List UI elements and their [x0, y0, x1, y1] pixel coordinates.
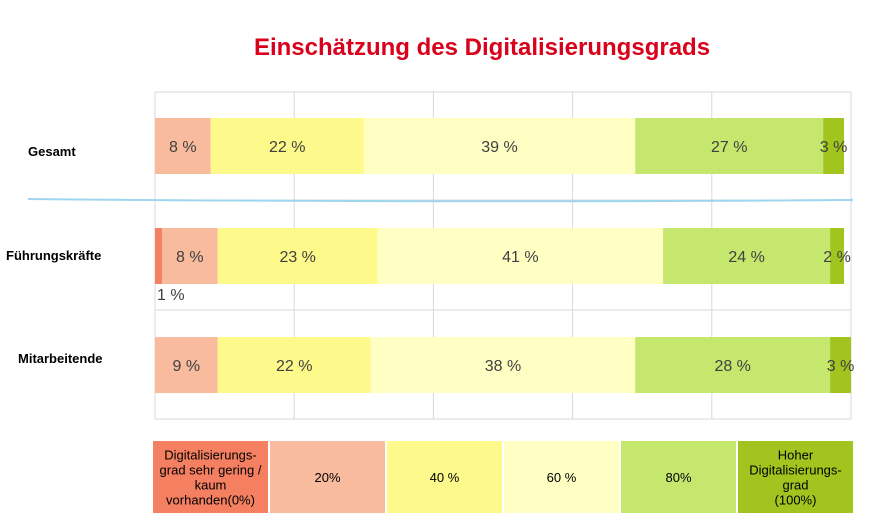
bar-segment	[635, 118, 824, 174]
legend-swatch	[621, 441, 736, 513]
data-label: 1 %	[157, 287, 185, 304]
bar-segment	[830, 228, 845, 284]
legend-label: 20%	[314, 470, 340, 485]
bar-segment	[823, 118, 845, 174]
bar-segment	[830, 337, 851, 393]
legend-swatch	[387, 441, 502, 513]
bar-segment	[155, 228, 162, 284]
category-labels: Gesamt Führungskräfte Mitarbeitende	[6, 144, 103, 366]
data-label: 3 %	[820, 139, 848, 156]
data-label: 22 %	[269, 139, 305, 156]
legend-label: 40 %	[430, 470, 460, 485]
data-label: 27 %	[711, 139, 747, 156]
category-label: Führungskräfte	[6, 248, 101, 263]
data-labels: 8 % 22 % 39 % 27 % 3 % 1 % 8 % 23 % 41 % 24 % 2 % 9…	[157, 139, 854, 375]
data-label: 22 %	[276, 358, 312, 375]
data-label: 3 %	[827, 358, 855, 375]
legend-label: 80%	[665, 470, 691, 485]
bar-segment	[370, 337, 636, 393]
legend: Digitalisierungs-grad sehr gering / kaum v…	[153, 441, 853, 513]
separator-line	[27, 198, 854, 203]
bar-segment	[217, 337, 371, 393]
bar-segment	[210, 118, 364, 174]
bar-segment	[155, 118, 211, 174]
category-label: Gesamt	[28, 144, 76, 159]
legend-label: Hoher Digitalisierungs-grad (100%)	[749, 448, 841, 508]
legend-label: 60 %	[547, 470, 577, 485]
chart-title: Einschätzung des Digitalisierungsgrads	[254, 34, 710, 61]
data-label: 41 %	[502, 249, 538, 266]
bar-segment	[161, 228, 218, 284]
data-label: 23 %	[279, 249, 315, 266]
bar-segment	[377, 228, 664, 284]
data-label: 38 %	[485, 358, 521, 375]
bar-segment	[663, 228, 831, 284]
bar-segment	[217, 228, 378, 284]
bar-segment	[155, 337, 218, 393]
data-label: 8 %	[176, 249, 204, 266]
bars	[155, 118, 851, 393]
legend-swatch	[270, 441, 385, 513]
data-label: 24 %	[728, 249, 764, 266]
category-label: Mitarbeitende	[18, 351, 103, 366]
legend-swatch	[504, 441, 619, 513]
data-label: 9 %	[173, 358, 201, 375]
data-label: 8 %	[169, 139, 197, 156]
legend-swatch	[153, 441, 268, 513]
data-label: 2 %	[823, 249, 851, 266]
data-label: 39 %	[481, 139, 517, 156]
legend-label: Digitalisierungs-grad sehr gering / kaum v…	[160, 448, 262, 508]
data-label: 28 %	[714, 358, 750, 375]
bar-segment	[635, 337, 831, 393]
legend-swatch	[738, 441, 853, 513]
bar-segment	[363, 118, 636, 174]
